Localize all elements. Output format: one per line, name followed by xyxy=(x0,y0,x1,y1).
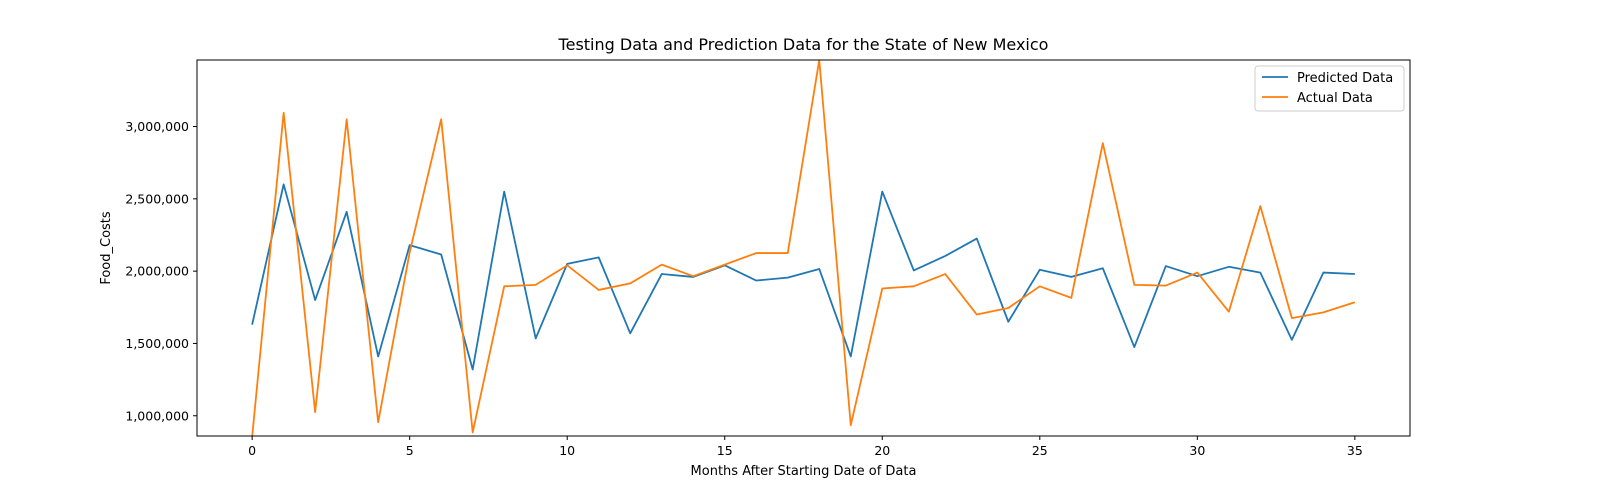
x-axis-ticks: 0 5 10 15 20 25 30 35 xyxy=(248,436,1363,458)
x-tick-label: 5 xyxy=(406,443,414,458)
legend-frame xyxy=(1254,65,1405,112)
x-tick-label: 30 xyxy=(1189,443,1205,458)
x-tick-label: 25 xyxy=(1032,443,1048,458)
y-tick-label: 2,000,000 xyxy=(125,264,189,279)
x-tick-label: 20 xyxy=(874,443,890,458)
legend-label-predicted-data: Predicted Data xyxy=(1297,71,1393,86)
x-tick-label: 0 xyxy=(248,443,256,458)
y-tick-label: 1,000,000 xyxy=(125,408,189,423)
x-tick-label: 10 xyxy=(559,443,575,458)
chart-title: Testing Data and Prediction Data for the… xyxy=(558,35,1049,54)
series-line-actual-data xyxy=(251,60,1356,436)
plot-area-frame xyxy=(196,59,1411,437)
y-tick-label: 1,500,000 xyxy=(125,336,189,351)
series-line-predicted-data xyxy=(251,183,1355,371)
x-tick-label: 35 xyxy=(1347,443,1363,458)
x-axis-label: Months After Starting Date of Data xyxy=(691,464,917,479)
legend-label-actual-data: Actual Data xyxy=(1297,91,1373,106)
y-axis-label: Food_Costs xyxy=(99,211,114,285)
y-axis-ticks: 1,000,000 1,500,000 2,000,000 2,500,000 3,00… xyxy=(125,119,197,423)
x-tick-label: 15 xyxy=(717,443,733,458)
y-tick-label: 3,000,000 xyxy=(125,119,189,134)
legend: Predicted Data Actual Data xyxy=(1254,65,1405,112)
y-tick-label: 2,500,000 xyxy=(125,191,189,206)
series-layer xyxy=(251,60,1356,436)
